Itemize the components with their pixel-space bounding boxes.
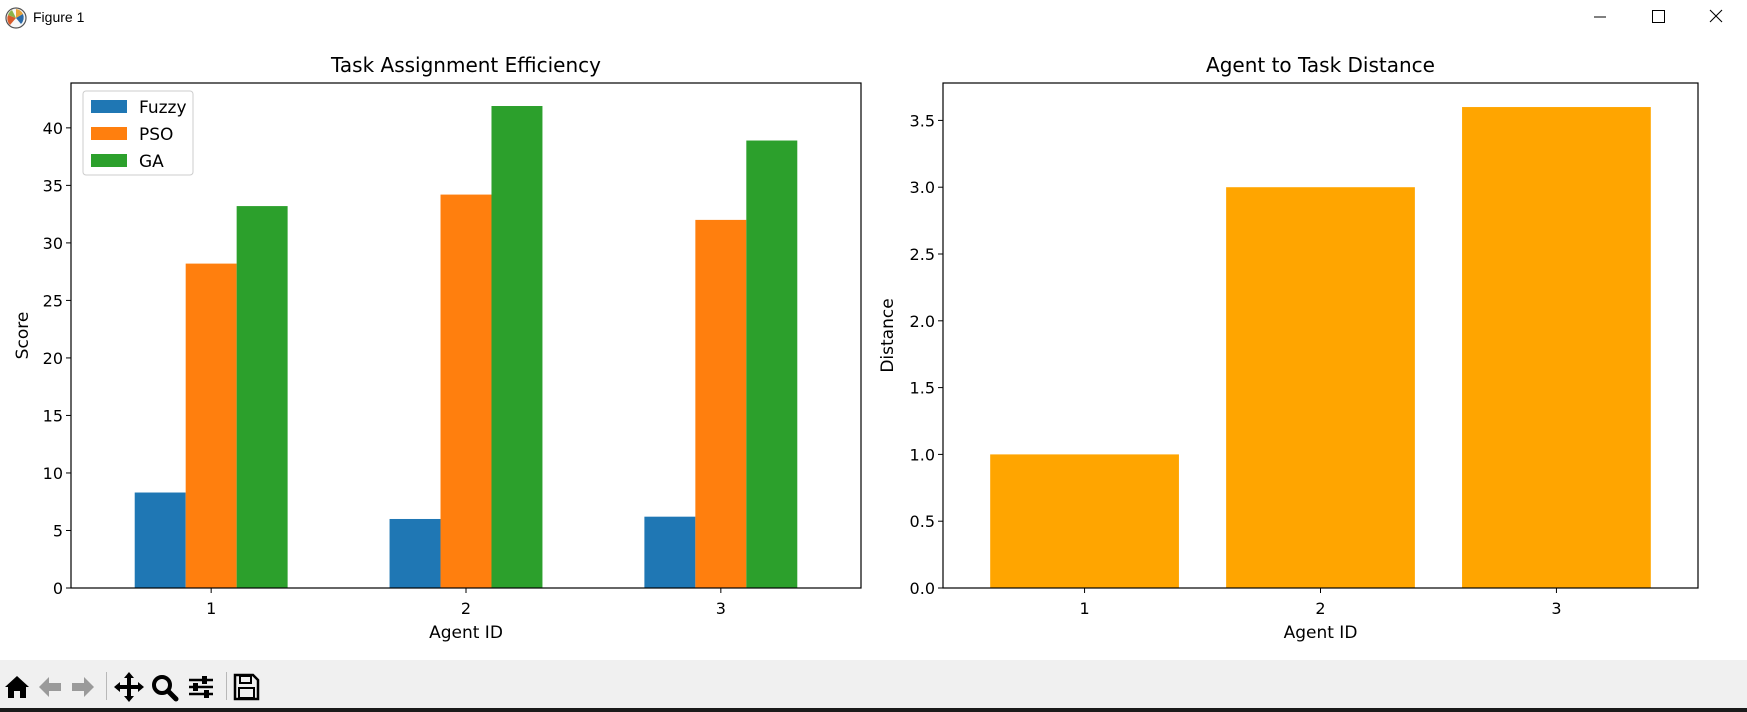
window-title: Figure 1 <box>33 9 85 25</box>
y-tick-label: 25 <box>43 291 63 310</box>
y-tick-label: 35 <box>43 176 63 195</box>
y-tick-label: 3.0 <box>910 178 935 197</box>
y-tick-label: 1.0 <box>910 445 935 464</box>
floppy-disk-icon <box>233 673 260 701</box>
y-tick-label: 0.5 <box>910 512 935 531</box>
home-icon <box>5 676 29 698</box>
bar-distance-3 <box>1462 107 1651 589</box>
x-tick-label: 3 <box>1551 599 1561 618</box>
x-tick-label: 3 <box>716 599 726 618</box>
window-bottom-border <box>0 708 1747 712</box>
minimize-button[interactable] <box>1572 0 1628 36</box>
chart-title: Task Assignment Efficiency <box>330 53 601 77</box>
y-tick-label: 1.5 <box>910 379 935 398</box>
zoom-button[interactable] <box>148 668 182 704</box>
legend-label-pso: PSO <box>139 125 173 145</box>
toolbar-separator <box>106 672 107 700</box>
bar-ga-1 <box>236 206 288 588</box>
arrow-left-icon <box>39 677 61 697</box>
legend-swatch-ga <box>91 154 127 167</box>
bar-distance-2 <box>1226 187 1415 588</box>
x-tick-label: 2 <box>1315 599 1325 618</box>
bar-pso-2 <box>440 194 492 588</box>
y-tick-label: 10 <box>43 464 63 483</box>
figure-canvas: 0 5 10 15 20 25 30 35 40 1 2 3 Task Assignment Effic… <box>13 53 1699 643</box>
y-tick-label: 2.5 <box>910 245 935 264</box>
bar-fuzzy-2 <box>389 518 441 588</box>
y-tick-label: 0.0 <box>910 579 935 598</box>
window-titlebar: Figure 1 <box>0 0 1747 36</box>
bar-fuzzy-3 <box>644 516 696 588</box>
save-button[interactable] <box>229 668 263 704</box>
bar-pso-1 <box>185 263 237 588</box>
pan-button[interactable] <box>112 668 146 704</box>
legend-swatch-fuzzy <box>91 100 127 113</box>
x-tick-label: 1 <box>206 599 216 618</box>
bar-distance-1 <box>990 454 1179 588</box>
magnifier-icon <box>152 675 179 702</box>
y-tick-label: 5 <box>53 521 63 540</box>
maximize-button[interactable] <box>1630 0 1686 36</box>
home-button[interactable] <box>0 668 34 704</box>
bar-pso-3 <box>695 219 747 588</box>
matplotlib-icon <box>5 7 27 29</box>
bar-ga-2 <box>491 106 543 588</box>
y-tick-label: 40 <box>43 119 63 138</box>
x-tick-label: 1 <box>1079 599 1089 618</box>
y-tick-label: 30 <box>43 234 63 253</box>
back-button[interactable] <box>33 668 67 704</box>
y-axis-label: Distance <box>878 298 898 372</box>
maximize-icon <box>1652 10 1665 23</box>
forward-button[interactable] <box>66 668 100 704</box>
y-tick-label: 20 <box>43 349 63 368</box>
bar-fuzzy-1 <box>134 492 186 588</box>
y-tick-label: 15 <box>43 406 63 425</box>
chart-title: Agent to Task Distance <box>1206 53 1435 77</box>
configure-subplots-button[interactable] <box>184 668 218 704</box>
y-tick-label: 2.0 <box>910 312 935 331</box>
y-axis-label: Score <box>13 312 33 360</box>
minimize-icon <box>1594 16 1606 18</box>
arrow-right-icon <box>72 677 94 697</box>
navigation-toolbar <box>0 660 1747 712</box>
bar-ga-3 <box>746 140 798 588</box>
x-axis-label: Agent ID <box>429 623 503 643</box>
close-icon <box>1709 9 1723 23</box>
legend-label-fuzzy: Fuzzy <box>139 98 187 118</box>
toolbar-separator <box>226 672 227 700</box>
x-tick-label: 2 <box>461 599 471 618</box>
y-tick-label: 0 <box>53 579 63 598</box>
y-tick-label: 3.5 <box>910 111 935 130</box>
close-button[interactable] <box>1688 0 1744 36</box>
legend-swatch-pso <box>91 127 127 140</box>
move-icon <box>114 672 144 702</box>
sliders-icon <box>189 676 213 698</box>
x-axis-label: Agent ID <box>1284 623 1358 643</box>
legend-label-ga: GA <box>139 152 164 172</box>
